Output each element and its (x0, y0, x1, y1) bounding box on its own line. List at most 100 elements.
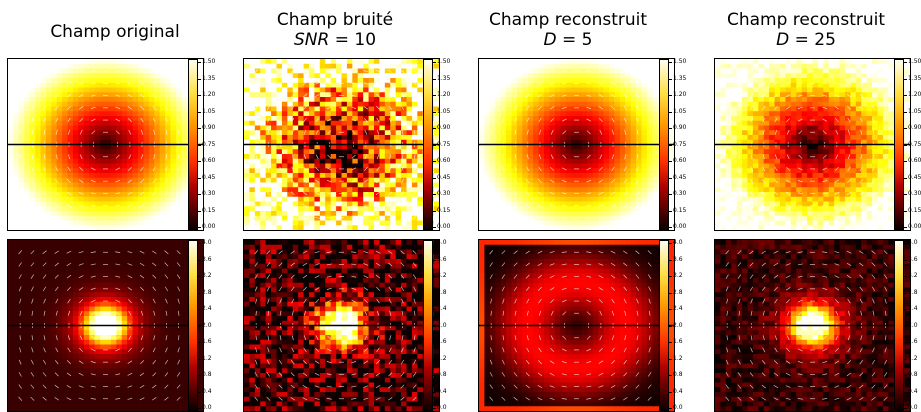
heatmap-cell (287, 182, 293, 187)
heatmap-cell (609, 87, 615, 92)
heatmap-cell (154, 149, 160, 154)
heatmap-cell (785, 64, 791, 69)
heatmap-cell (528, 121, 534, 126)
heatmap-cell (100, 197, 106, 202)
heatmap-cell (309, 121, 315, 126)
heatmap-cell (46, 168, 52, 173)
heatmap-cell (609, 173, 615, 178)
heatmap-cell (669, 135, 674, 140)
heatmap-cell (325, 182, 331, 187)
heatmap-cell (342, 121, 348, 126)
heatmap-cell (244, 168, 250, 173)
heatmap-cell (582, 168, 588, 173)
heatmap-cell (539, 149, 545, 154)
heatmap-cell (260, 64, 266, 69)
heatmap-cell (720, 182, 726, 187)
heatmap-cell (742, 163, 748, 168)
heatmap-cell (13, 221, 19, 226)
heatmap-cell (171, 102, 177, 107)
heatmap-cell (298, 59, 304, 64)
heatmap-cell (181, 187, 187, 192)
heatmap-cell (287, 64, 293, 69)
heatmap-cell (669, 197, 674, 202)
heatmap-cell (726, 197, 732, 202)
heatmap-cell (715, 225, 721, 230)
heatmap-cell (369, 92, 375, 97)
heatmap-cell (577, 216, 583, 221)
heatmap-cell (479, 163, 485, 168)
heatmap-cell (40, 59, 46, 64)
heatmap-cell (764, 97, 770, 102)
heatmap-cell (726, 97, 732, 102)
heatmap-cell (244, 225, 250, 230)
heatmap-cell (352, 221, 358, 226)
heatmap-cell (51, 135, 57, 140)
heatmap-cell (30, 211, 36, 216)
heatmap-cell (325, 173, 331, 178)
heatmap-cell (165, 149, 171, 154)
heatmap-cell (533, 187, 539, 192)
heatmap-cell (412, 211, 418, 216)
heatmap-cell (181, 97, 187, 102)
heatmap-cell (255, 78, 261, 83)
heatmap-cell (582, 97, 588, 102)
heatmap-cell (336, 221, 342, 226)
heatmap-cell (522, 197, 528, 202)
heatmap-cell (13, 83, 19, 88)
heatmap-cell (731, 64, 737, 69)
heatmap-cell (764, 64, 770, 69)
heatmap-cell (401, 192, 407, 197)
heatmap-cell (24, 211, 30, 216)
heatmap-cell (320, 159, 326, 164)
heatmap-cell (8, 107, 14, 112)
heatmap-cell (484, 92, 490, 97)
heatmap-cell (614, 206, 620, 211)
heatmap-cell (780, 149, 786, 154)
heatmap-cell (160, 225, 166, 230)
heatmap-cell (100, 64, 106, 69)
heatmap-cell (369, 216, 375, 221)
heatmap-cell (495, 202, 501, 207)
heatmap-cell (479, 202, 485, 207)
heatmap-cell (555, 154, 561, 159)
heatmap-cell (652, 121, 658, 126)
heatmap-cell (379, 68, 385, 73)
heatmap-cell (352, 197, 358, 202)
heatmap-cell (116, 73, 122, 78)
heatmap-cell (304, 121, 310, 126)
heatmap-cell (647, 111, 653, 116)
heatmap-cell (490, 168, 496, 173)
heatmap-cell (298, 135, 304, 140)
heatmap-cell (57, 159, 63, 164)
heatmap-cell (8, 192, 14, 197)
heatmap-cell (614, 59, 620, 64)
heatmap-cell (304, 221, 310, 226)
heatmap-cell (244, 121, 250, 126)
heatmap-cell (46, 178, 52, 183)
heatmap-cell (100, 225, 106, 230)
heatmap-cell (720, 59, 726, 64)
heatmap-cell (358, 163, 364, 168)
heatmap-cell (116, 111, 122, 116)
heatmap-cell (51, 149, 57, 154)
heatmap-cell (309, 182, 315, 187)
heatmap-cell (266, 225, 272, 230)
heatmap-cell (764, 154, 770, 159)
heatmap-cell (352, 73, 358, 78)
heatmap-cell (379, 192, 385, 197)
heatmap-cell (352, 116, 358, 121)
heatmap-cell (287, 197, 293, 202)
heatmap-cell (631, 102, 637, 107)
heatmap-cell (479, 121, 485, 126)
heatmap-cell (731, 221, 737, 226)
heatmap-cell (715, 216, 721, 221)
heatmap-cell (742, 135, 748, 140)
heatmap-cell (24, 154, 30, 159)
heatmap-cell (758, 59, 764, 64)
heatmap-cell (642, 97, 648, 102)
heatmap-cell (78, 221, 84, 226)
heatmap-cell (13, 64, 19, 69)
heatmap-cell (352, 107, 358, 112)
heatmap-cell (127, 135, 133, 140)
heatmap-cell (116, 92, 122, 97)
